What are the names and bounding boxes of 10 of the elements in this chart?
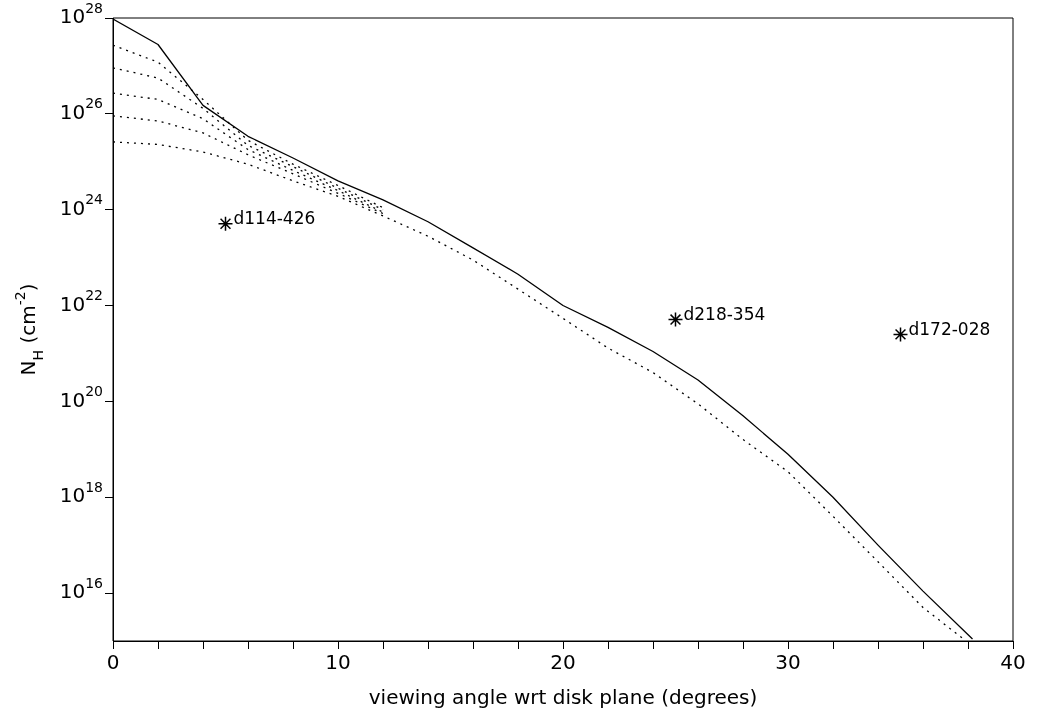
- y-axis-title: NH (cm-2): [11, 283, 46, 376]
- annotation: d218-354: [683, 303, 766, 324]
- x-axis-title: viewing angle wrt disk plane (degrees): [368, 685, 758, 710]
- annotation: d172-028: [908, 318, 991, 339]
- x-tick-label: 0: [106, 650, 120, 675]
- x-tick-label: 40: [1000, 650, 1026, 675]
- x-tick-label: 10: [325, 650, 351, 675]
- annotation: d114-426: [233, 208, 316, 229]
- x-tick-label: 30: [775, 650, 801, 675]
- x-tick-label: 20: [550, 650, 576, 675]
